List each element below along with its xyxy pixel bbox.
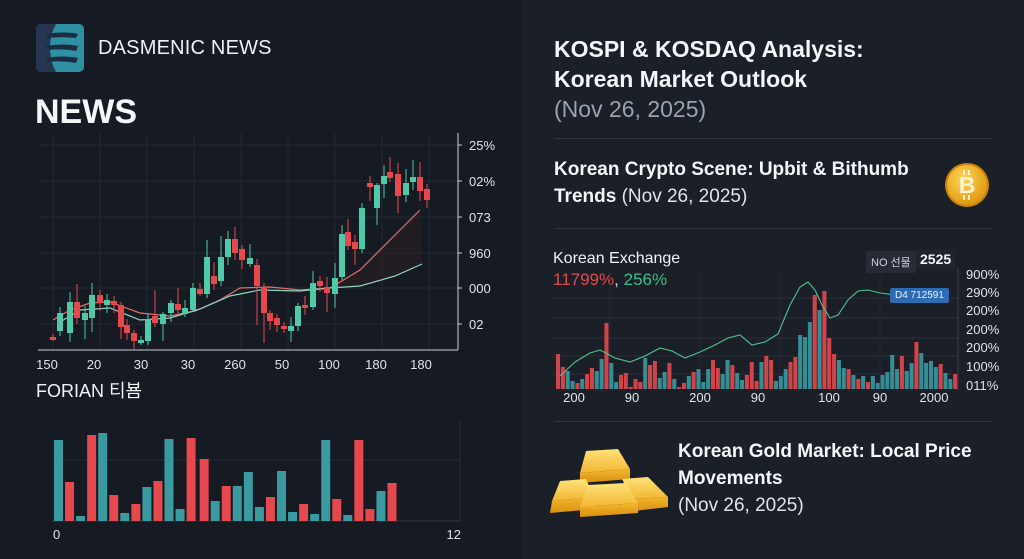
svg-text:02%: 02%: [469, 174, 495, 189]
market-badge[interactable]: NO 선물: [866, 251, 916, 273]
svg-text:200: 200: [563, 390, 585, 405]
article-kospi[interactable]: KOSPI & KOSDAQ Analysis: Korean Market O…: [554, 34, 990, 124]
svg-text:25%: 25%: [469, 138, 495, 153]
exchange-value-positive: 256%: [623, 270, 668, 289]
svg-text:2000: 2000: [920, 390, 949, 405]
price-tag: D4 712591: [890, 288, 949, 303]
svg-text:20: 20: [87, 357, 101, 372]
svg-text:12: 12: [447, 527, 461, 542]
svg-text:000: 000: [469, 281, 491, 296]
svg-text:960: 960: [469, 246, 491, 261]
section-title: NEWS: [35, 93, 137, 131]
article-headline: Korean Crypto Scene: Upbit & Bithumb Tre…: [554, 159, 909, 207]
chart-subtitle: FORIAN 티뵴: [36, 381, 143, 401]
article-headline: KOSPI & KOSDAQ Analysis:: [554, 36, 864, 62]
layered-e-logo-icon: [36, 24, 84, 72]
svg-text:290%: 290%: [966, 285, 1000, 300]
article-date: (Nov 26, 2025): [554, 96, 707, 122]
svg-text:50: 50: [275, 357, 289, 372]
svg-text:90: 90: [873, 390, 887, 405]
svg-text:200%: 200%: [966, 322, 1000, 337]
exchange-value-negative: 11799%: [553, 270, 615, 289]
article-date: (Nov 26, 2025): [678, 495, 804, 516]
svg-text:150: 150: [36, 357, 58, 372]
candlestick-chart: 25% 02% 073 960 000 02 150 20 30 30 260 50 100 180 180…: [36, 133, 495, 542]
svg-text:0: 0: [53, 527, 60, 542]
svg-text:30: 30: [181, 357, 195, 372]
svg-text:B: B: [959, 172, 976, 198]
year-badge[interactable]: 2525: [916, 249, 956, 269]
article-date: (Nov 26, 2025): [621, 186, 748, 207]
article-headline: Korean Gold Market: Local Price: [678, 441, 972, 462]
svg-text:02: 02: [469, 317, 483, 332]
svg-text:90: 90: [625, 390, 639, 405]
article-crypto[interactable]: Korean Crypto Scene: Upbit & Bithumb Tre…: [554, 156, 934, 210]
svg-text:100: 100: [818, 390, 840, 405]
svg-text:100%: 100%: [966, 359, 1000, 374]
brand-name: DASMENIC NEWS: [98, 36, 272, 59]
gold-bars-icon: [550, 449, 668, 517]
svg-text:900%: 900%: [966, 267, 1000, 282]
svg-text:90: 90: [751, 390, 765, 405]
brand[interactable]: DASMENIC NEWS: [36, 24, 272, 72]
svg-text:180: 180: [365, 357, 387, 372]
article-headline: Korean Market Outlook: [554, 66, 808, 92]
article-headline: Movements: [678, 468, 783, 489]
svg-text:200%: 200%: [966, 303, 1000, 318]
svg-text:073: 073: [469, 210, 491, 225]
svg-text:30: 30: [134, 357, 148, 372]
svg-text:180: 180: [410, 357, 432, 372]
bitcoin-icon: B: [945, 163, 989, 207]
svg-text:200%: 200%: [966, 340, 1000, 355]
exchange-values: 11799%, 256%: [553, 270, 668, 289]
divider: [554, 138, 992, 139]
svg-text:011%: 011%: [966, 378, 999, 393]
svg-text:200: 200: [689, 390, 711, 405]
divider: [554, 421, 992, 422]
article-gold[interactable]: Korean Gold Market: Local Price Movement…: [678, 438, 990, 519]
exchange-label: Korean Exchange: [553, 250, 681, 267]
divider: [554, 228, 992, 229]
svg-text:260: 260: [224, 357, 246, 372]
left-panel: [0, 0, 521, 559]
svg-text:100: 100: [318, 357, 340, 372]
